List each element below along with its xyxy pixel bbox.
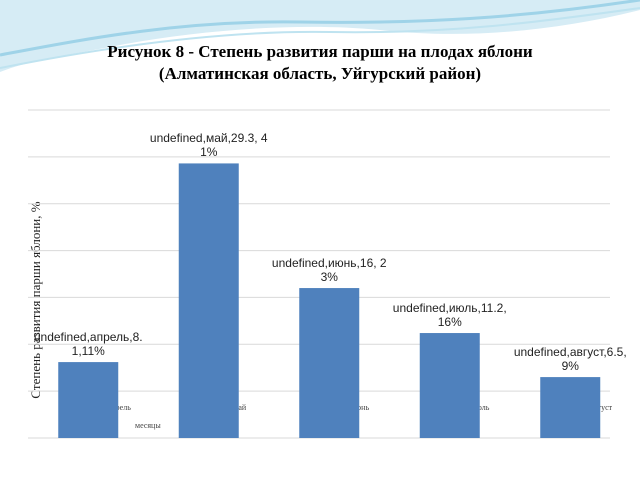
x-tick-label: Июль: [470, 403, 490, 412]
bar: [58, 362, 119, 438]
decor-line: [0, 0, 640, 57]
x-tick-label: Май: [231, 403, 247, 412]
data-label: undefined,июнь,16, 23%: [271, 256, 387, 285]
data-label: undefined,август,6.5,9%: [513, 345, 627, 374]
data-label: undefined,май,29.3, 41%: [149, 131, 268, 160]
x-tick-label: Август: [588, 403, 612, 412]
decor-line: [0, 7, 640, 69]
x-tick-label: Апрель: [106, 403, 132, 412]
data-label: undefined,апрель,8.1,11%: [33, 330, 143, 359]
chart-subtitle: (Алматинская область, Уйгурский район): [158, 64, 482, 83]
data-label: undefined,июль,11.2,16%: [392, 301, 507, 330]
bar: [540, 377, 601, 438]
x-tick-label: Июнь: [349, 403, 369, 412]
y-axis-label: Степень развития парши яблони, %: [28, 201, 43, 398]
x-axis-label: месяцы: [135, 421, 161, 430]
bar: [178, 163, 239, 438]
chart-title: Рисунок 8 - Степень развития парши на пл…: [107, 42, 533, 61]
bar: [299, 288, 360, 438]
bar: [419, 333, 480, 438]
